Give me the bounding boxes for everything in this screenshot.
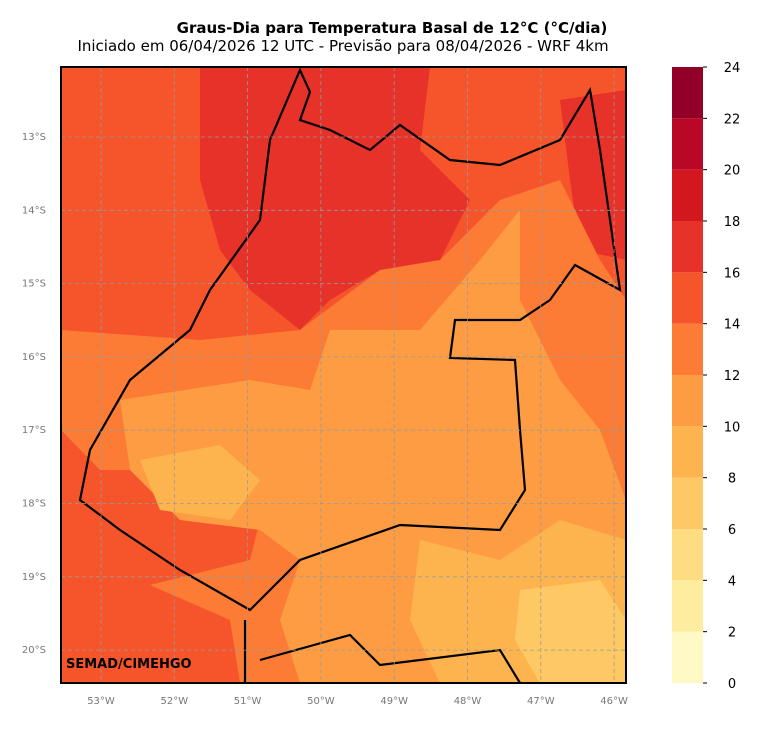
colorbar-tick-label: 14 [724, 318, 741, 333]
colorbar-segment [672, 169, 703, 221]
colorbar-segment [672, 477, 703, 529]
colorbar-segment [672, 426, 703, 478]
colorbar-segment [672, 272, 703, 324]
lat-label: 20°S [22, 645, 46, 656]
lat-label: 14°S [22, 205, 46, 216]
lat-label: 19°S [22, 572, 46, 583]
lon-label: 47°W [527, 696, 555, 707]
lat-label: 15°S [22, 279, 46, 290]
map-frame [60, 66, 627, 684]
lat-label: 18°S [22, 499, 46, 510]
lat-label: 17°S [22, 425, 46, 436]
title: Graus-Dia para Temperatura Basal de 12°C… [177, 19, 608, 37]
colorbar-tick-label: 0 [728, 677, 736, 692]
colorbar-tick-label: 12 [724, 369, 741, 384]
colorbar-segment [672, 529, 703, 581]
colorbar-segment [672, 118, 703, 170]
lon-label: 49°W [380, 696, 408, 707]
colorbar-tick-label: 20 [724, 164, 741, 179]
colorbar-tick-label: 18 [724, 215, 741, 230]
colorbar-tick-label: 22 [724, 112, 741, 127]
colorbar-segment [672, 323, 703, 375]
lon-label: 48°W [454, 696, 482, 707]
colorbar-tick-label: 4 [728, 574, 736, 589]
lon-label: 51°W [234, 696, 262, 707]
colorbar-tick-label: 2 [728, 626, 736, 641]
colorbar-segment [672, 375, 703, 427]
colorbar-tick-label: 10 [724, 420, 741, 435]
colorbar-segment [672, 67, 703, 119]
subtitle: Iniciado em 06/04/2026 12 UTC - Previsão… [77, 37, 608, 55]
credit: SEMAD/CIMEHGO [66, 657, 192, 672]
lat-label: 13°S [22, 132, 46, 143]
graticule [61, 67, 626, 683]
colorbar-tick-label: 8 [728, 472, 736, 487]
colorbar-tick-label: 24 [724, 61, 741, 76]
lon-label: 50°W [307, 696, 335, 707]
colorbar-segment [672, 221, 703, 273]
colorbar-tick-label: 16 [724, 266, 741, 281]
colorbar-segment [672, 631, 703, 683]
lon-label: 46°W [600, 696, 628, 707]
colorbar-segment [672, 580, 703, 632]
lat-label: 16°S [22, 352, 46, 363]
colorbar-tick-label: 6 [728, 523, 736, 538]
lon-label: 53°W [87, 696, 115, 707]
map-field [61, 67, 626, 683]
lon-label: 52°W [160, 696, 188, 707]
